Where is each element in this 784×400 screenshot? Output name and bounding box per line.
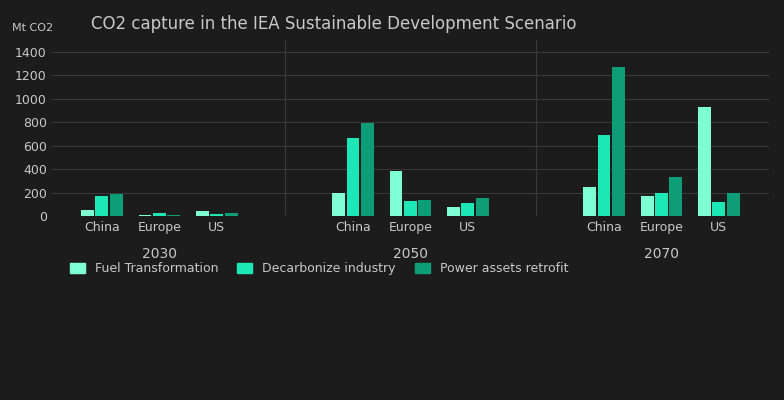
Bar [583,187,596,216]
Bar [332,192,345,216]
Bar [404,201,417,216]
Bar [153,212,165,216]
Bar [447,207,460,216]
Bar [727,192,739,216]
Bar [461,202,474,216]
Bar [612,67,625,216]
Bar [641,196,654,216]
Bar [361,123,374,216]
Text: 2050: 2050 [393,246,428,260]
Bar [96,196,108,216]
Text: Mt CO2: Mt CO2 [13,23,53,33]
Bar [210,214,223,216]
Text: 2070: 2070 [644,246,679,260]
Bar [713,202,725,216]
Bar [670,177,682,216]
Bar [167,215,180,216]
Bar [597,134,611,216]
Bar [476,198,488,216]
Bar [196,211,209,216]
Bar [224,213,238,216]
Text: CO2 capture in the IEA Sustainable Development Scenario: CO2 capture in the IEA Sustainable Devel… [91,15,577,33]
Bar [698,107,711,216]
Text: 2030: 2030 [142,246,177,260]
Bar [655,193,668,216]
Legend: Fuel Transformation, Decarbonize industry, Power assets retrofit: Fuel Transformation, Decarbonize industr… [65,257,573,280]
Bar [110,194,123,216]
Bar [390,172,402,216]
Bar [347,138,359,216]
Bar [81,210,94,216]
Bar [418,200,431,216]
